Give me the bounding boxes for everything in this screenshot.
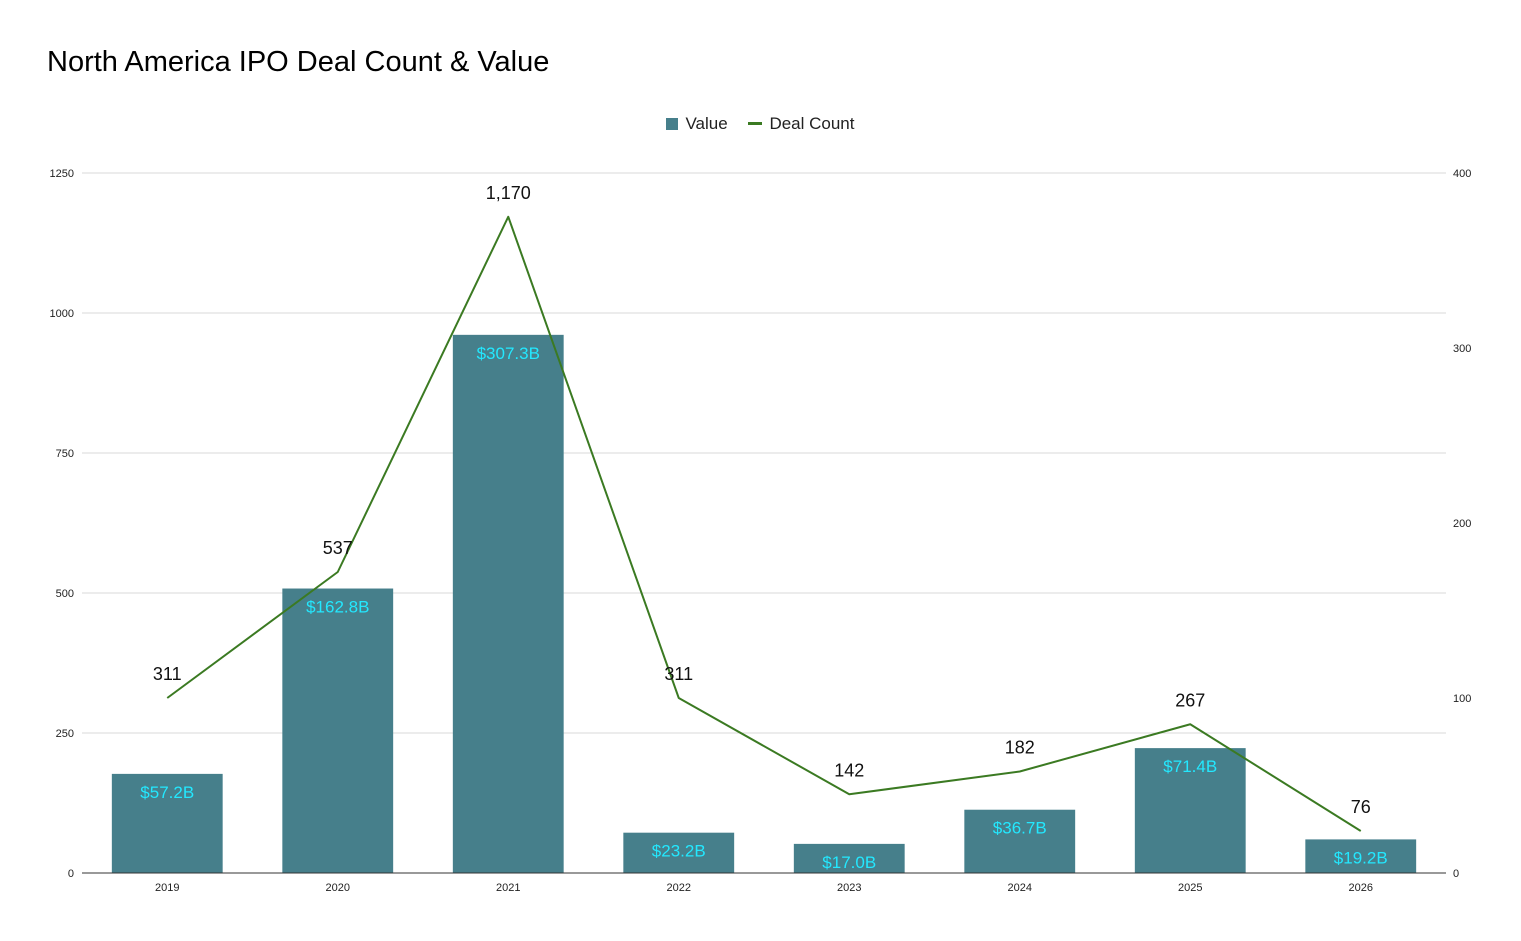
deal-count-label: 76 [1351,797,1371,817]
legend: Value Deal Count [0,114,1521,134]
x-axis-tick-label: 2019 [155,882,179,894]
chart-title: North America IPO Deal Count & Value [47,46,550,78]
x-axis-tick-label: 2026 [1349,882,1373,894]
deal-count-label: 311 [153,664,182,684]
legend-label-value: Value [685,114,728,133]
right-axis-tick-label: 300 [1453,343,1471,355]
bar-value-label: $19.2B [1334,848,1388,867]
value-bars [111,334,1417,874]
legend-swatch-deal-count [748,122,763,125]
bar-2020 [282,588,394,873]
x-axis-tick-label: 2022 [667,882,691,894]
right-axis-tick-label: 100 [1453,693,1471,705]
deal-count-line-group [166,215,1362,832]
bar-value-label: $17.0B [822,853,876,872]
x-axis-tick-label: 2024 [1008,882,1032,894]
left-axis-tick-label: 500 [56,588,74,600]
deal-count-label: 537 [323,538,353,558]
bar-value-label: $307.3B [477,344,540,363]
bar-value-label: $36.7B [993,819,1047,838]
legend-item-deal-count[interactable]: Deal Count [748,114,855,134]
right-axis-tick-label: 400 [1453,168,1471,180]
bar-2021 [452,334,564,874]
deal-count-label: 1,170 [486,183,531,203]
bar-value-label: $57.2B [140,783,194,802]
left-axis-tick-label: 750 [56,448,74,460]
right-axis-ticks: 0 100 200 300 400 [1453,168,1471,880]
bar-2022 [623,832,735,873]
left-axis-ticks: 0 250 500 750 1000 1250 [50,168,74,880]
deal-count-label: 267 [1175,690,1205,710]
deal-count-label: 182 [1005,738,1035,758]
bar-value-label: $23.2B [652,842,706,861]
bar-2025 [1134,748,1246,873]
deal-count-label: 311 [664,664,693,684]
bar-value-label: $162.8B [306,598,369,617]
x-axis-tick-label: 2023 [837,882,861,894]
x-axis-tick-label: 2020 [326,882,350,894]
data-labels: $57.2B $162.8B $307.3B $23.2B $17.0B $36.7B $7… [140,183,1387,872]
left-axis-tick-label: 1250 [50,168,74,180]
deal-count-label: 142 [834,760,864,780]
right-axis-tick-label: 0 [1453,868,1459,880]
x-axis-ticks: 2019 2020 2021 2022 2023 2024 2025 2026 [82,872,1446,894]
left-axis-tick-label: 1000 [50,308,74,320]
legend-item-value[interactable]: Value [666,114,728,134]
deal-count-line [166,215,1362,832]
bar-2024 [964,809,1076,873]
x-axis-tick-label: 2021 [496,882,520,894]
legend-label-deal-count: Deal Count [769,114,855,133]
left-axis-tick-label: 250 [56,728,74,740]
bar-2026 [1305,839,1417,873]
right-axis-tick-label: 200 [1453,518,1471,530]
legend-swatch-value [666,118,679,130]
bar-value-label: $71.4B [1163,757,1217,776]
left-axis-tick-label: 0 [68,868,74,880]
bar-2019 [111,773,223,873]
bar-2023 [793,843,905,873]
x-axis-tick-label: 2025 [1178,882,1202,894]
